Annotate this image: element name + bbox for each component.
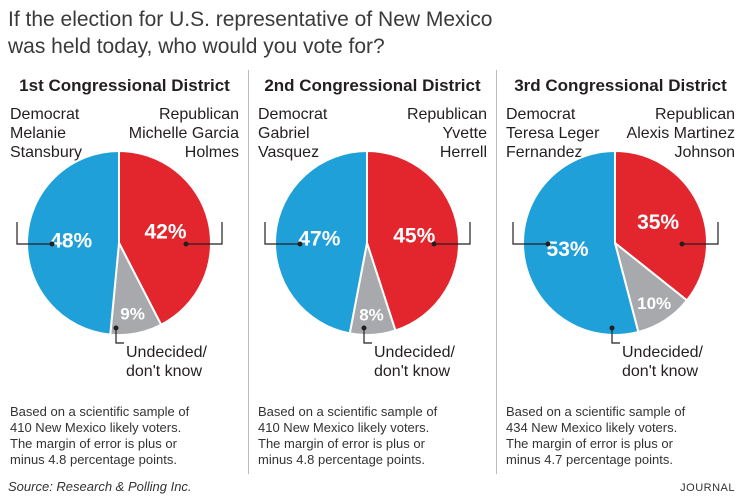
label-line: Teresa Leger bbox=[506, 125, 600, 142]
value-label-republican: 42% bbox=[144, 221, 186, 244]
leader-line-republican bbox=[434, 222, 471, 245]
panel-title: 2nd Congressional District bbox=[264, 76, 481, 95]
leader-dot-democrat bbox=[297, 241, 303, 247]
chart-title: If the election for U.S. representative … bbox=[8, 6, 528, 60]
leader-dot-undecided bbox=[609, 325, 615, 331]
value-label-undecided: 10% bbox=[637, 294, 671, 313]
label-line: Democrat bbox=[506, 106, 576, 123]
note-line: The margin of error is plus or bbox=[506, 436, 673, 451]
label-line: Republican bbox=[406, 106, 487, 123]
pie-chart: 35% 10% 53% bbox=[512, 149, 719, 344]
district-panel-2: 2nd Congressional District Democrat Gabr… bbox=[256, 70, 489, 474]
note-line: Based on a scientific sample of bbox=[506, 404, 686, 419]
republican-candidate-label: Republican Michelle Garcia Holmes bbox=[129, 105, 239, 162]
note-line: minus 4.8 percentage points. bbox=[258, 452, 425, 467]
label-line: don't know bbox=[126, 363, 202, 380]
leader-dot-democrat bbox=[49, 241, 55, 247]
label-line: Republican bbox=[158, 106, 239, 123]
title-line: If the election for U.S. representative … bbox=[8, 8, 493, 31]
district-panel-1: 1st Congressional District Democrat Mela… bbox=[8, 70, 241, 474]
leader-line-democrat bbox=[264, 222, 300, 245]
label-line: Alexis Martinez bbox=[626, 125, 735, 142]
source-note: Source: Research & Polling Inc. bbox=[8, 479, 192, 494]
methodology-note: Based on a scientific sample of 410 New … bbox=[258, 404, 486, 468]
label-line: Undecided/ bbox=[374, 344, 455, 361]
democrat-candidate-label: Democrat Teresa Leger Fernandez bbox=[506, 105, 599, 162]
value-label-democrat: 47% bbox=[298, 227, 340, 250]
label-line: Fernandez bbox=[506, 144, 583, 161]
pie-slice-democrat bbox=[26, 149, 120, 336]
value-label-undecided: 8% bbox=[359, 306, 384, 325]
pie-chart: 45% 8% 47% bbox=[264, 149, 471, 344]
undecided-label: Undecided/ don't know bbox=[374, 343, 455, 381]
value-label-republican: 35% bbox=[637, 211, 679, 234]
leader-dot-undecided bbox=[113, 325, 119, 331]
value-label-undecided: 9% bbox=[120, 304, 145, 323]
panel-divider bbox=[248, 70, 249, 474]
label-line: don't know bbox=[374, 363, 450, 380]
leader-line-undecided bbox=[363, 328, 372, 344]
leader-dot-undecided bbox=[361, 325, 367, 331]
pie-slice-republican bbox=[614, 149, 708, 302]
note-line: 410 New Mexico likely voters. bbox=[10, 420, 182, 435]
panel-divider bbox=[496, 70, 497, 474]
label-line: Vasquez bbox=[258, 144, 320, 161]
label-line: Melanie bbox=[10, 125, 67, 142]
title-line: was held today, who would you vote for? bbox=[8, 35, 385, 58]
label-line: don't know bbox=[622, 363, 698, 380]
pie-slice-republican bbox=[118, 149, 212, 327]
label-line: Republican bbox=[654, 106, 735, 123]
leader-dot-republican bbox=[183, 241, 189, 247]
district-panel-3: 3rd Congressional District Democrat Tere… bbox=[504, 70, 737, 474]
label-line: Johnson bbox=[674, 144, 736, 161]
leader-line-undecided bbox=[115, 328, 124, 344]
leader-line-republican bbox=[682, 222, 719, 245]
leader-dot-republican bbox=[679, 241, 685, 247]
label-line: Democrat bbox=[10, 106, 80, 123]
leader-line-undecided bbox=[611, 328, 620, 344]
republican-candidate-label: Republican Yvette Herrell bbox=[407, 105, 487, 162]
undecided-label: Undecided/ don't know bbox=[126, 343, 207, 381]
label-line: Michelle Garcia bbox=[128, 125, 239, 142]
pie-slice-republican bbox=[366, 149, 460, 332]
note-line: minus 4.7 percentage points. bbox=[506, 452, 673, 467]
leader-line-democrat bbox=[512, 222, 548, 245]
value-label-republican: 45% bbox=[393, 225, 435, 248]
label-line: Gabriel bbox=[258, 125, 310, 142]
republican-candidate-label: Republican Alexis Martinez Johnson bbox=[627, 105, 735, 162]
methodology-note: Based on a scientific sample of 434 New … bbox=[506, 404, 734, 468]
label-line: Holmes bbox=[184, 144, 239, 161]
leader-line-democrat bbox=[16, 222, 52, 245]
note-line: 410 New Mexico likely voters. bbox=[258, 420, 430, 435]
publisher-credit: JOURNAL bbox=[680, 482, 735, 494]
democrat-candidate-label: Democrat Melanie Stansbury bbox=[10, 105, 82, 162]
note-line: Based on a scientific sample of bbox=[10, 404, 190, 419]
note-line: The margin of error is plus or bbox=[10, 436, 177, 451]
note-line: The margin of error is plus or bbox=[258, 436, 425, 451]
note-line: 434 New Mexico likely voters. bbox=[506, 420, 678, 435]
leader-line-republican bbox=[186, 222, 223, 245]
pie-slice-democrat bbox=[522, 149, 640, 336]
panel-title: 1st Congressional District bbox=[19, 76, 230, 95]
pie-slice-democrat bbox=[274, 149, 368, 335]
label-line: Yvette bbox=[442, 125, 487, 142]
label-line: Stansbury bbox=[10, 144, 83, 161]
value-label-democrat: 48% bbox=[50, 230, 92, 253]
leader-dot-democrat bbox=[545, 241, 551, 247]
note-line: Based on a scientific sample of bbox=[258, 404, 438, 419]
label-line: Undecided/ bbox=[126, 344, 207, 361]
pie-chart: 42% 9% 48% bbox=[16, 149, 223, 344]
label-line: Undecided/ bbox=[622, 344, 703, 361]
democrat-candidate-label: Democrat Gabriel Vasquez bbox=[258, 105, 327, 162]
value-label-democrat: 53% bbox=[547, 238, 589, 261]
label-line: Herrell bbox=[439, 144, 487, 161]
methodology-note: Based on a scientific sample of 410 New … bbox=[10, 404, 238, 468]
label-line: Democrat bbox=[258, 106, 328, 123]
note-line: minus 4.8 percentage points. bbox=[10, 452, 177, 467]
undecided-label: Undecided/ don't know bbox=[622, 343, 703, 381]
panel-title: 3rd Congressional District bbox=[514, 76, 727, 95]
leader-dot-republican bbox=[431, 241, 437, 247]
